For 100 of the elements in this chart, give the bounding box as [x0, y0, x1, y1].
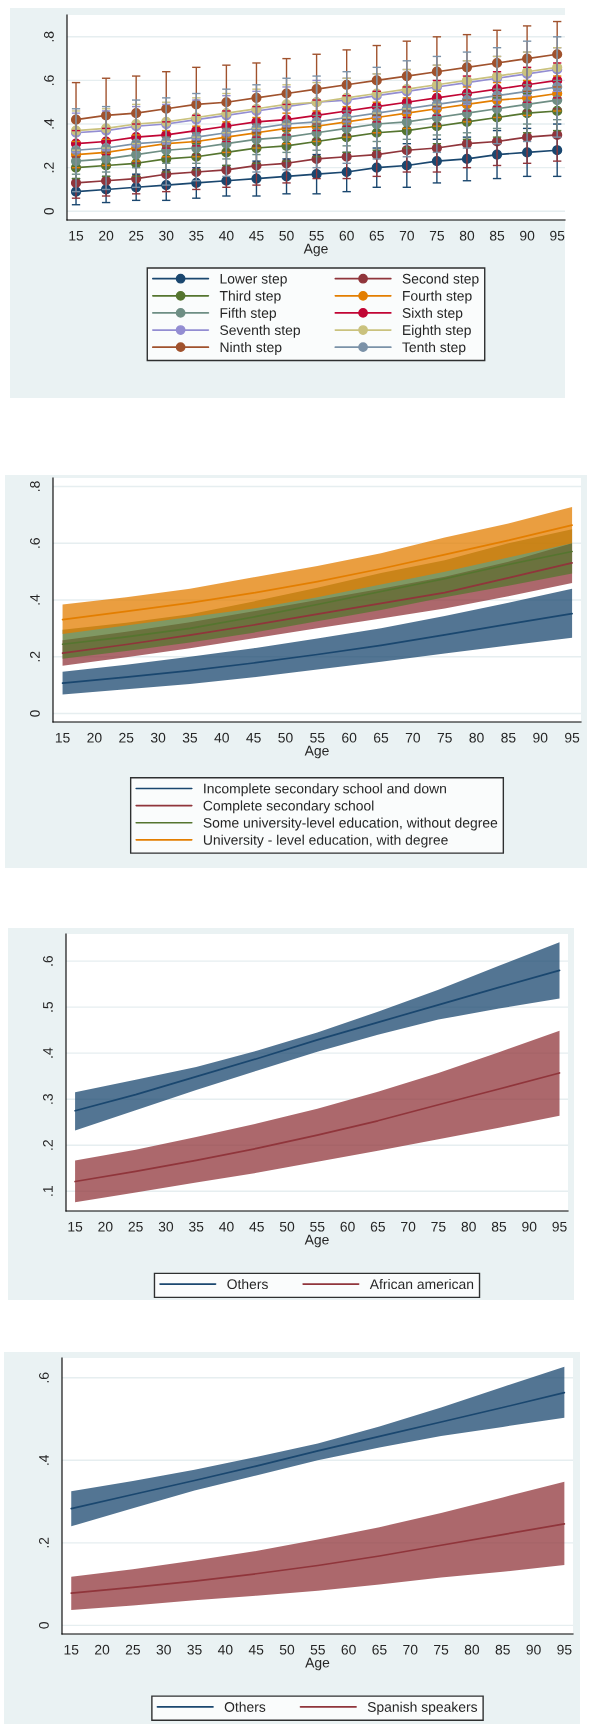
y-tick-label: .4	[44, 118, 54, 129]
x-tick-label: 70	[405, 732, 421, 743]
x-tick-label: 35	[189, 230, 204, 241]
legend-label: Third step	[219, 290, 281, 304]
y-tick-label: .4	[30, 594, 40, 605]
legend-label: Tenth step	[402, 341, 466, 355]
x-tick-label: 95	[557, 1644, 572, 1655]
y-tick-label: 0	[44, 207, 54, 215]
y-tick-label: .2	[44, 162, 54, 173]
x-tick-label: 70	[399, 230, 414, 241]
x-tick-label: 25	[128, 1221, 143, 1232]
x-tick-label: 85	[491, 1221, 507, 1232]
x-tick-label: 25	[129, 230, 144, 241]
legend-label: University - level education, with degree	[203, 834, 448, 848]
x-tick-label: 75	[437, 732, 452, 743]
x-tick-label: 70	[403, 1644, 418, 1655]
legend-label: Fourth step	[403, 290, 472, 304]
x-tick-label: 55	[310, 732, 325, 743]
y-tick-label: .6	[44, 75, 54, 85]
x-tick-label: 80	[469, 732, 484, 743]
x-tick-label: 55	[309, 230, 324, 241]
x-tick-label: 65	[369, 230, 384, 241]
x-tick-label: 50	[279, 1221, 295, 1232]
x-tick-label: 65	[370, 1221, 385, 1232]
x-tick-label: 90	[522, 1221, 537, 1232]
x-tick-label: 20	[95, 1644, 110, 1655]
x-tick-label: 80	[459, 230, 475, 241]
x-tick-label: 75	[431, 1221, 446, 1232]
x-tick-label: 80	[464, 1644, 480, 1655]
y-tick-label: .8	[44, 31, 54, 42]
x-tick-label: 65	[373, 732, 389, 743]
x-tick-label: 45	[246, 732, 261, 743]
legend-label: Incomplete secondary school and down	[204, 783, 446, 797]
legend-label: Others	[224, 1701, 266, 1712]
x-tick-label: 15	[64, 1644, 79, 1655]
x-tick-label: 40	[214, 732, 229, 743]
legend-label: Seventh step	[220, 324, 300, 338]
y-tick-label: .1	[43, 1186, 53, 1196]
x-tick-label: 30	[158, 1221, 174, 1232]
x-tick-label: 30	[156, 1644, 171, 1655]
x-axis-title: Age	[304, 745, 329, 759]
x-tick-label: 60	[339, 230, 354, 241]
x-tick-label: 30	[150, 732, 166, 743]
x-tick-label: 95	[565, 732, 580, 743]
legend-label: Some university-level education, without degree	[203, 817, 498, 831]
x-tick-label: 35	[182, 732, 198, 743]
x-tick-label: 20	[87, 732, 102, 743]
x-tick-label: 50	[278, 732, 293, 743]
legend-label: Sixth step	[402, 307, 463, 321]
y-tick-label: .5	[43, 1001, 53, 1012]
x-tick-label: 15	[68, 1221, 83, 1232]
legend-label: Fifth step	[220, 307, 277, 321]
y-tick-label: .6	[43, 955, 53, 966]
y-tick-label: .2	[39, 1537, 49, 1548]
legend-label: Eighth step	[403, 324, 471, 338]
y-tick-label: .8	[30, 481, 40, 492]
x-axis-title: Age	[305, 1657, 330, 1671]
x-axis-title: Age	[304, 1234, 329, 1248]
x-tick-label: 70	[401, 1221, 416, 1232]
x-tick-label: 85	[489, 230, 505, 241]
x-tick-label: 40	[217, 1644, 233, 1655]
x-tick-label: 60	[341, 1644, 356, 1655]
y-tick-label: .2	[30, 651, 40, 662]
x-tick-label: 35	[189, 1221, 204, 1232]
x-tick-label: 30	[159, 230, 174, 241]
legend-label: African american	[369, 1278, 474, 1290]
x-tick-label: 90	[520, 230, 535, 241]
x-tick-label: 45	[249, 1221, 264, 1232]
x-axis-title: Age	[303, 243, 328, 257]
x-tick-label: 95	[552, 1221, 567, 1232]
x-tick-label: 85	[495, 1644, 510, 1655]
legend-label: Ninth step	[220, 341, 282, 355]
x-tick-label: 40	[219, 1221, 234, 1232]
x-tick-label: 15	[55, 732, 70, 743]
legend-label: Spanish speakers	[367, 1701, 478, 1715]
legend-label: Complete secondary school	[203, 800, 374, 814]
x-tick-label: 95	[550, 230, 565, 241]
x-tick-label: 40	[218, 230, 234, 241]
x-tick-label: 60	[340, 1221, 355, 1232]
x-tick-label: 75	[429, 230, 445, 241]
y-tick-label: 0	[39, 1622, 49, 1629]
y-tick-label: .4	[39, 1454, 49, 1465]
x-tick-label: 85	[501, 732, 516, 743]
x-tick-label: 80	[461, 1221, 476, 1232]
legend-label: Lower step	[220, 274, 287, 287]
x-tick-label: 55	[310, 1221, 325, 1232]
x-tick-label: 50	[279, 1644, 295, 1655]
x-tick-label: 75	[434, 1644, 449, 1655]
x-tick-label: 25	[125, 1644, 141, 1655]
x-tick-label: 90	[533, 732, 548, 743]
y-tick-label: .4	[43, 1047, 53, 1058]
y-tick-label: .6	[39, 1372, 49, 1383]
y-tick-label: .6	[30, 538, 40, 548]
x-tick-label: 15	[69, 230, 84, 241]
y-tick-label: .2	[43, 1140, 53, 1150]
x-tick-label: 35	[187, 1644, 202, 1655]
x-tick-label: 55	[310, 1644, 325, 1655]
x-tick-label: 20	[98, 1221, 113, 1232]
y-tick-label: 0	[30, 710, 40, 717]
x-tick-label: 45	[249, 230, 264, 241]
